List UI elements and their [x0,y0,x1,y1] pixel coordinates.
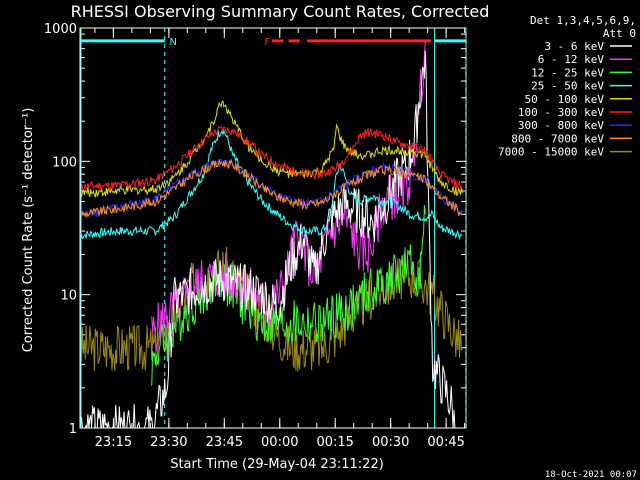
x-tick-label: 23:15 [95,435,132,450]
plot-area: 1 10 100 1000 23:15 23:30 23:45 00:00 00:15 00:30… [44,22,467,450]
y-tick-label: 1 [69,422,77,437]
x-tick-label: 00:00 [261,435,298,450]
series-group [81,40,463,428]
x-axis-label: Start Time (29-May-04 23:11:22) [170,457,384,472]
legend-label: 6 - 12 keV [538,53,605,66]
series-line-3to6keV [81,50,456,428]
legend-label: 300 - 800 keV [518,119,604,132]
chart-title: RHESSI Observing Summary Count Rates, Co… [71,2,490,21]
legend-title: Att 0 [603,27,636,40]
y-tick-label: 100 [52,155,77,170]
footer-timestamp: 18-Oct-2021 00:07 [545,470,637,480]
x-tick-label: 00:15 [316,435,353,450]
y-axis-label: Corrected Count Rate (s⁻¹ detector⁻¹) [21,108,36,353]
legend-label: 12 - 25 keV [531,66,604,79]
y-tick-label: 1000 [44,22,77,37]
flare-label: F [264,37,270,48]
legend-label: 7000 - 15000 keV [498,146,604,159]
legend-label: 800 - 7000 keV [511,132,604,145]
legend-label: 100 - 300 keV [518,106,604,119]
x-tick-label: 00:30 [372,435,409,450]
legend-label: 25 - 50 keV [531,80,604,93]
y-tick-label: 10 [60,289,77,304]
series-line-50to100keV [81,100,463,199]
series-line-100to300keV [81,125,463,191]
series-line-800to7000keV [81,158,463,218]
legend-label: 3 - 6 keV [544,40,604,53]
x-tick-label: 23:30 [150,435,187,450]
night-label: N [169,37,176,48]
x-tick-label: 00:45 [427,435,464,450]
x-tick-label: 23:45 [206,435,243,450]
series-line-25to50keV [81,128,463,241]
legend-label: 50 - 100 keV [525,93,605,106]
legend-title: Det 1,3,4,5,6,9, [530,14,636,27]
